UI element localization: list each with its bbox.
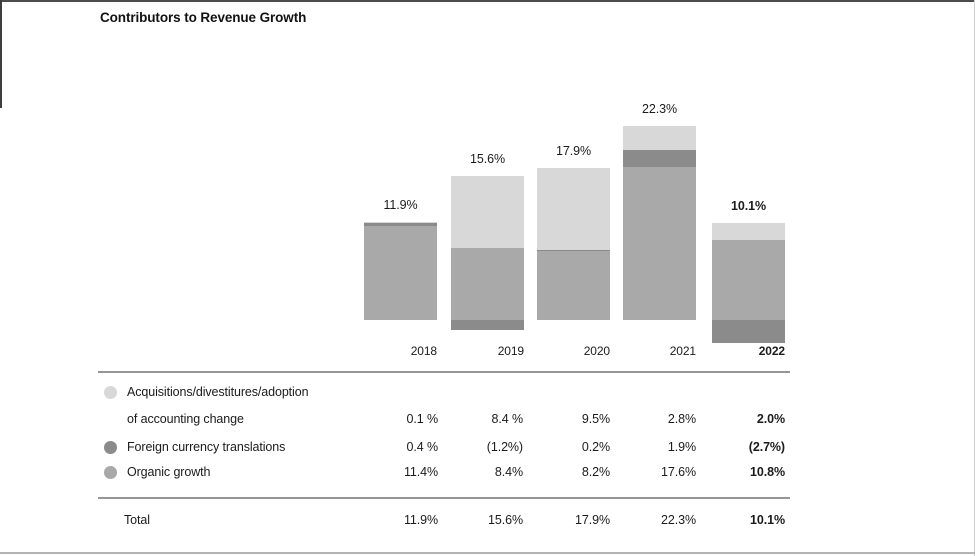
legend-bullet-currency [104,441,117,454]
value-cell-row0-col3: 2.8% [667,412,696,426]
year-label-2019: 2019 [497,344,524,358]
year-label-2018: 2018 [410,344,437,358]
bar-2018 [364,221,437,320]
value-cell-row0-col1: 8.4 % [491,412,524,426]
year-label-2021: 2021 [669,344,696,358]
bar-segment-organic [451,247,524,320]
bar-segment-currency-negative [451,320,524,331]
bar-2020 [537,168,610,320]
value-cell-row0-col2: 9.5% [581,412,610,426]
value-cell-row0-col0: 0.1 % [406,412,439,426]
row-label-line2: of accounting change [127,412,244,426]
value-cell-row1-col3: 1.9% [667,440,696,454]
contributors-table: Acquisitions/divestitures/adoption of acc… [98,371,790,553]
stacked-bar-chart: 11.9% 2018 15.6% 2019 17.9% 2020 22.3% 2021 10.1… [364,102,785,358]
year-label-2022: 2022 [758,344,785,358]
total-row-label: Total [124,513,150,527]
year-label-2020: 2020 [583,344,610,358]
bar-2019 [451,175,524,331]
value-cell-row2-col2: 8.2% [581,465,610,479]
page-bottom-border [0,552,975,554]
bar-segment-currency [537,249,610,252]
bar-segment-acquisitions [364,221,437,223]
bar-segment-currency [364,222,437,226]
bar-segment-acquisitions [451,175,524,248]
table-bottom-divider [98,497,790,499]
page-top-border [0,0,975,2]
page-right-border [973,0,975,556]
bar-total-label-2022: 10.1% [731,198,766,213]
total-value-col0: 11.9% [403,513,438,527]
bar-total-label-2019: 15.6% [470,151,505,166]
legend-bullet-acquisitions [104,386,117,399]
table-top-divider [98,371,790,373]
bar-2022 [712,222,785,344]
value-cell-row2-col3: 17.6% [661,465,696,479]
value-cell-row1-col1: (1.2%) [486,440,523,454]
bar-total-label-2021: 22.3% [642,102,677,117]
bar-segment-organic [623,166,696,320]
bar-segment-organic [712,240,785,320]
bar-total-label-2020: 17.9% [556,144,591,159]
row-label-line1: Organic growth [127,465,211,479]
row-label-line1: Acquisitions/divestitures/adoption [127,385,309,399]
bar-segment-organic [537,251,610,320]
bar-2021 [623,126,696,320]
value-cell-row1-col0: 0.4 % [406,440,439,454]
row-label-line1: Foreign currency translations [127,440,286,454]
bar-segment-acquisitions [623,126,696,151]
value-cell-row2-col4: 10.8% [750,465,785,479]
value-cell-row1-col2: 0.2% [581,440,610,454]
total-value-col2: 17.9% [575,513,610,527]
bar-total-label-2018: 11.9% [383,197,418,212]
value-cell-row2-col0: 11.4% [403,465,438,479]
bar-segment-currency-negative [712,319,785,344]
bar-segment-currency [623,150,696,167]
legend-bullet-organic [104,466,117,479]
total-value-col1: 15.6% [488,513,523,527]
bar-segment-acquisitions [712,222,785,241]
value-cell-row2-col1: 8.4% [494,465,523,479]
value-cell-row0-col4: 2.0% [756,412,785,426]
total-value-col4: 10.1% [750,513,785,527]
total-value-col3: 22.3% [661,513,696,527]
page-left-border [0,0,2,108]
value-cell-row1-col4: (2.7%) [748,440,785,454]
bar-segment-organic [364,225,437,320]
chart-title: Contributors to Revenue Growth [100,10,307,25]
bar-segment-acquisitions [537,168,610,250]
